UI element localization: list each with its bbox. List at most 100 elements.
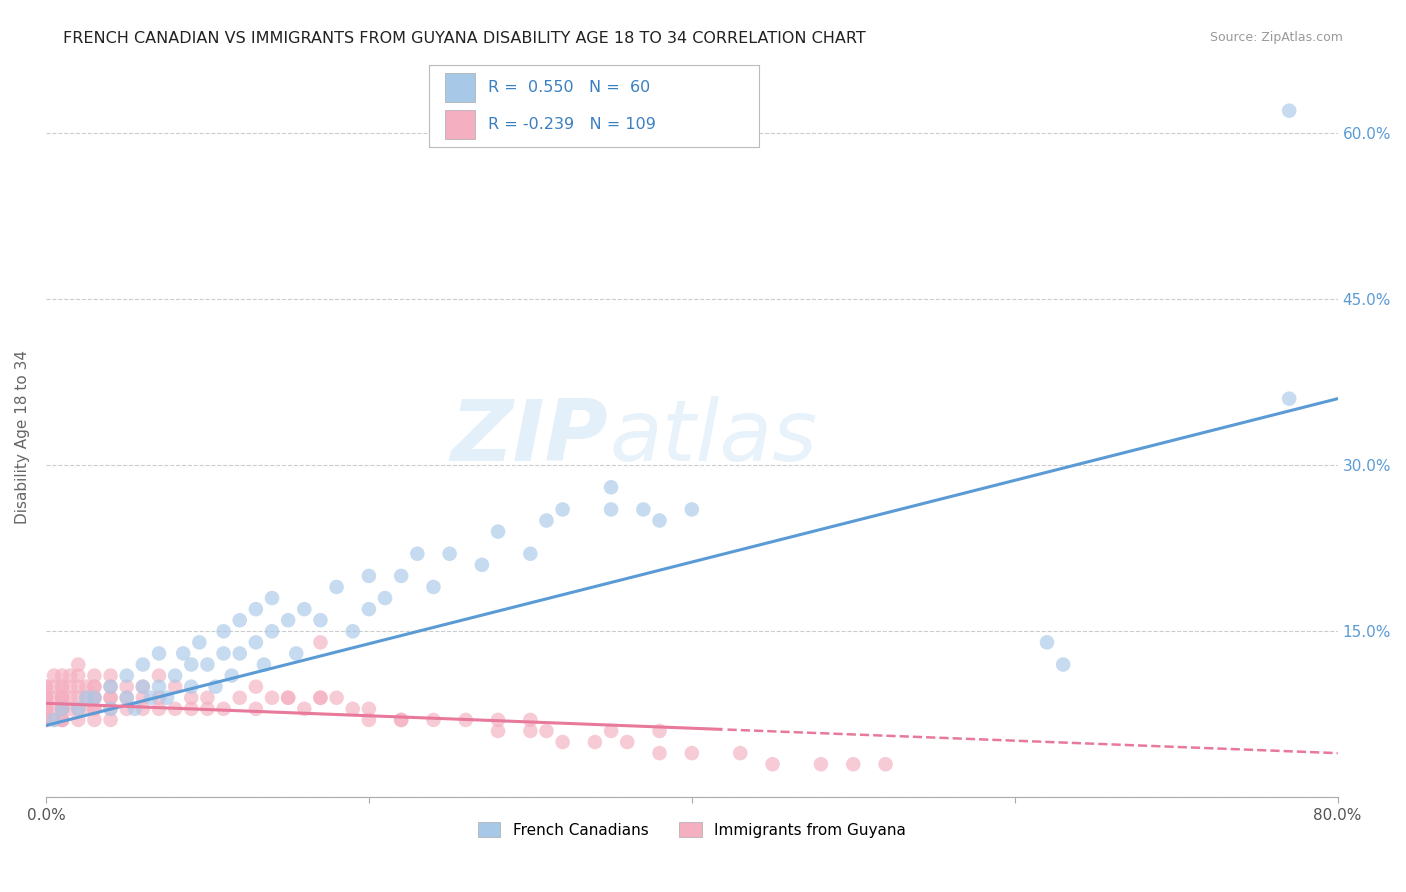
Point bbox=[228, 613, 250, 627]
Point bbox=[454, 713, 477, 727]
Point bbox=[389, 713, 412, 727]
Point bbox=[197, 690, 219, 705]
Point bbox=[253, 657, 276, 672]
Point bbox=[842, 757, 865, 772]
Point bbox=[124, 702, 146, 716]
Point bbox=[51, 690, 73, 705]
Point bbox=[83, 702, 105, 716]
Point bbox=[519, 547, 541, 561]
Point bbox=[422, 580, 444, 594]
Point bbox=[35, 713, 58, 727]
Point bbox=[1036, 635, 1059, 649]
Point bbox=[51, 702, 73, 716]
Point bbox=[245, 702, 267, 716]
Point bbox=[309, 635, 332, 649]
Point bbox=[35, 702, 58, 716]
Point bbox=[325, 690, 347, 705]
Text: atlas: atlas bbox=[609, 396, 817, 479]
Point bbox=[35, 690, 58, 705]
Point bbox=[406, 547, 429, 561]
Point bbox=[75, 680, 97, 694]
Point bbox=[75, 690, 97, 705]
Point bbox=[165, 668, 187, 682]
Point bbox=[59, 702, 82, 716]
Point bbox=[439, 547, 461, 561]
Point bbox=[245, 680, 267, 694]
Point bbox=[42, 690, 65, 705]
Point bbox=[83, 680, 105, 694]
Text: ZIP: ZIP bbox=[450, 396, 607, 479]
Point bbox=[245, 602, 267, 616]
Point bbox=[115, 680, 138, 694]
Point bbox=[100, 668, 122, 682]
Text: R =  0.550   N =  60: R = 0.550 N = 60 bbox=[488, 80, 651, 95]
Point bbox=[67, 657, 90, 672]
Point bbox=[132, 657, 155, 672]
Point bbox=[59, 680, 82, 694]
Point bbox=[357, 713, 380, 727]
Point bbox=[536, 723, 558, 738]
Point bbox=[100, 702, 122, 716]
Point bbox=[389, 713, 412, 727]
Point bbox=[197, 702, 219, 716]
Point bbox=[42, 680, 65, 694]
Point bbox=[67, 680, 90, 694]
Point bbox=[132, 680, 155, 694]
FancyBboxPatch shape bbox=[446, 111, 475, 139]
Point bbox=[172, 647, 194, 661]
Point bbox=[600, 502, 623, 516]
Point bbox=[197, 657, 219, 672]
Point bbox=[35, 702, 58, 716]
Point bbox=[212, 647, 235, 661]
Point bbox=[188, 635, 211, 649]
Point bbox=[35, 690, 58, 705]
Point bbox=[100, 713, 122, 727]
Point bbox=[148, 647, 170, 661]
Point bbox=[42, 702, 65, 716]
Point bbox=[180, 702, 202, 716]
Point bbox=[51, 680, 73, 694]
Point bbox=[180, 680, 202, 694]
Point bbox=[342, 624, 364, 639]
Point bbox=[83, 690, 105, 705]
Point bbox=[309, 690, 332, 705]
Point bbox=[67, 702, 90, 716]
Point bbox=[35, 680, 58, 694]
Text: FRENCH CANADIAN VS IMMIGRANTS FROM GUYANA DISABILITY AGE 18 TO 34 CORRELATION CH: FRENCH CANADIAN VS IMMIGRANTS FROM GUYAN… bbox=[63, 31, 866, 46]
Point bbox=[132, 680, 155, 694]
Point bbox=[583, 735, 606, 749]
Point bbox=[600, 723, 623, 738]
Point bbox=[810, 757, 832, 772]
Point bbox=[35, 680, 58, 694]
Point bbox=[600, 480, 623, 494]
Point bbox=[100, 690, 122, 705]
Point bbox=[342, 702, 364, 716]
Point bbox=[648, 514, 671, 528]
Point bbox=[180, 657, 202, 672]
Point bbox=[51, 713, 73, 727]
FancyBboxPatch shape bbox=[446, 73, 475, 102]
Point bbox=[212, 702, 235, 716]
Point bbox=[67, 690, 90, 705]
Point bbox=[309, 690, 332, 705]
Point bbox=[875, 757, 897, 772]
Point bbox=[277, 613, 299, 627]
Point bbox=[115, 668, 138, 682]
Point bbox=[357, 702, 380, 716]
Point bbox=[75, 690, 97, 705]
Point bbox=[51, 668, 73, 682]
Point bbox=[100, 680, 122, 694]
Point bbox=[35, 702, 58, 716]
Point bbox=[132, 690, 155, 705]
Point bbox=[486, 713, 509, 727]
Point bbox=[83, 702, 105, 716]
Point bbox=[292, 602, 315, 616]
Point bbox=[51, 690, 73, 705]
Point bbox=[309, 613, 332, 627]
Point bbox=[1052, 657, 1074, 672]
Point bbox=[35, 713, 58, 727]
Point bbox=[35, 702, 58, 716]
Point bbox=[471, 558, 494, 572]
Point bbox=[422, 713, 444, 727]
Point bbox=[59, 668, 82, 682]
